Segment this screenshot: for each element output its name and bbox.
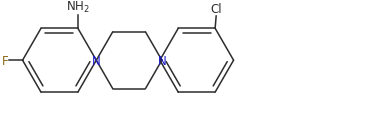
Text: Cl: Cl	[210, 3, 222, 16]
Text: NH$_2$: NH$_2$	[66, 0, 90, 15]
Text: N: N	[158, 54, 166, 67]
Text: F: F	[2, 54, 8, 67]
Text: N: N	[92, 54, 101, 67]
